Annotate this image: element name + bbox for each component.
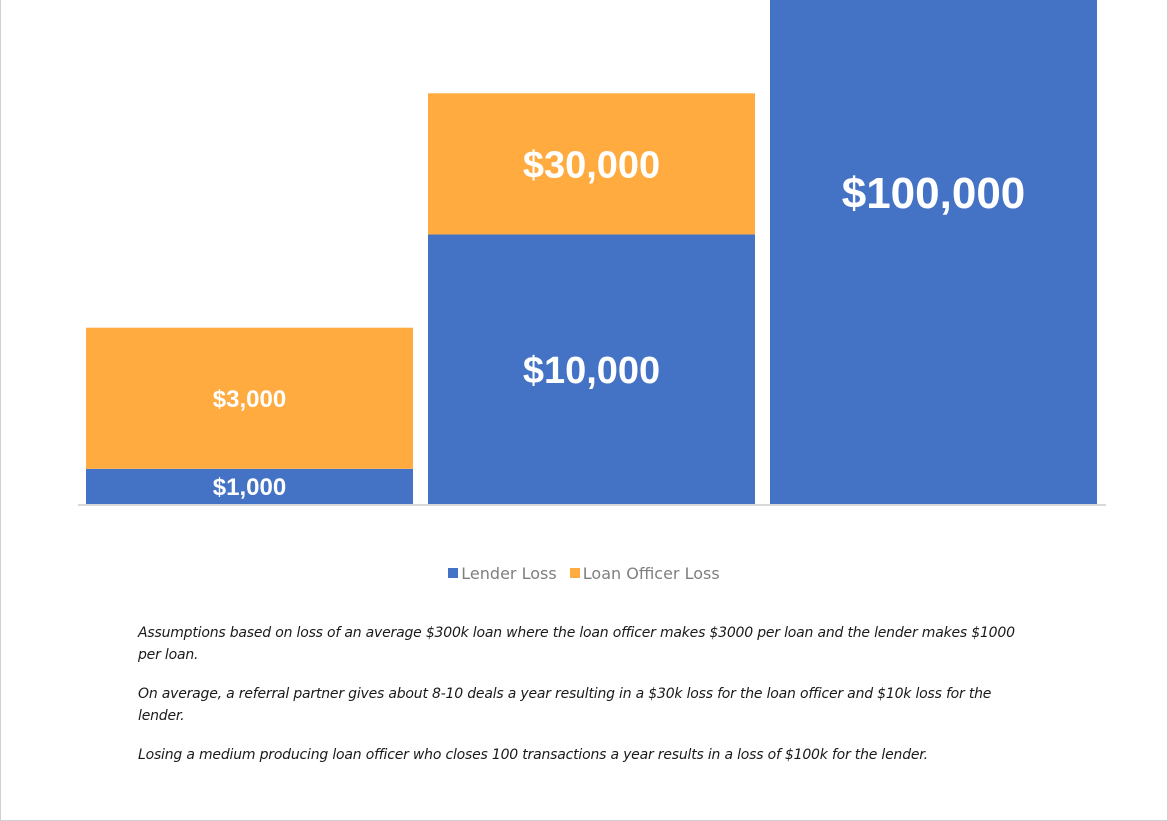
note-loan-officer-loss: Losing a medium producing loan officer w…: [138, 747, 928, 763]
data-label-lender-loss-3: $100,000: [842, 169, 1026, 218]
legend-swatch-loan-officer-loss: [569, 568, 580, 578]
data-label-lender-loss-1: $1,000: [213, 474, 286, 501]
data-label-loan-officer-loss-2: $30,000: [523, 145, 660, 187]
legend-swatch-lender-loss: [448, 568, 459, 578]
bars-group: $1,000 $3,000 $10,000 $30,000 $100,000: [86, 0, 1097, 504]
note-referral-partner: On average, a referral partner gives abo…: [138, 686, 992, 724]
legend: Lender Loss Loan Officer Loss: [0, 563, 1168, 583]
bar-lender-loss-3: [770, 0, 1097, 504]
bar-lender-loss-1: [86, 468, 413, 504]
bar-lender-loss-2: [428, 234, 755, 504]
data-label-loan-officer-loss-1: $3,000: [213, 386, 286, 413]
note-assumptions: Assumptions based on loss of an average …: [138, 625, 1015, 663]
bar-loan-officer-loss-2: [428, 93, 755, 235]
bar-loan-officer-loss-1: [86, 327, 413, 469]
legend-item-loan-officer-loss: Loan Officer Loss: [569, 563, 720, 583]
legend-label-loan-officer-loss: Loan Officer Loss: [582, 563, 720, 583]
notes: Assumptions based on loss of an average …: [138, 622, 1038, 783]
legend-item-lender-loss: Lender Loss: [448, 563, 557, 583]
data-label-lender-loss-2: $10,000: [523, 350, 660, 392]
legend-label-lender-loss: Lender Loss: [461, 563, 557, 583]
stacked-bar-chart: $1,000 $3,000 $10,000 $30,000 $100,000: [78, 0, 1106, 506]
